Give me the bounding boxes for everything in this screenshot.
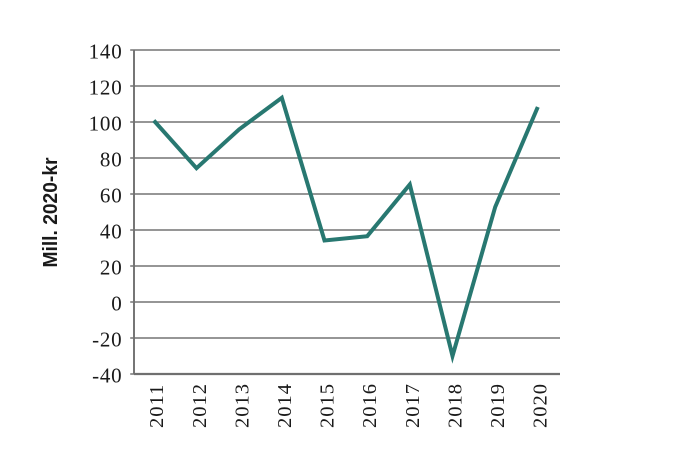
svg-text:100: 100: [89, 112, 123, 136]
svg-text:-20: -20: [92, 328, 122, 352]
svg-text:2011: 2011: [146, 384, 168, 428]
svg-text:2016: 2016: [359, 383, 381, 428]
svg-text:Mill. 2020-kr: Mill. 2020-kr: [40, 157, 62, 267]
svg-text:2019: 2019: [487, 383, 509, 428]
svg-text:40: 40: [100, 220, 123, 244]
svg-text:2018: 2018: [444, 383, 466, 428]
svg-text:60: 60: [100, 184, 123, 208]
svg-text:2017: 2017: [402, 383, 424, 428]
svg-text:20: 20: [100, 256, 123, 280]
svg-text:2013: 2013: [231, 383, 253, 428]
svg-text:0: 0: [111, 292, 122, 316]
svg-text:-40: -40: [92, 364, 122, 388]
svg-text:2020: 2020: [530, 383, 552, 428]
svg-text:2015: 2015: [317, 383, 339, 428]
svg-text:2014: 2014: [274, 383, 296, 428]
svg-text:80: 80: [100, 148, 123, 172]
svg-text:140: 140: [89, 40, 123, 64]
svg-text:120: 120: [89, 76, 123, 100]
svg-text:2012: 2012: [189, 383, 211, 428]
